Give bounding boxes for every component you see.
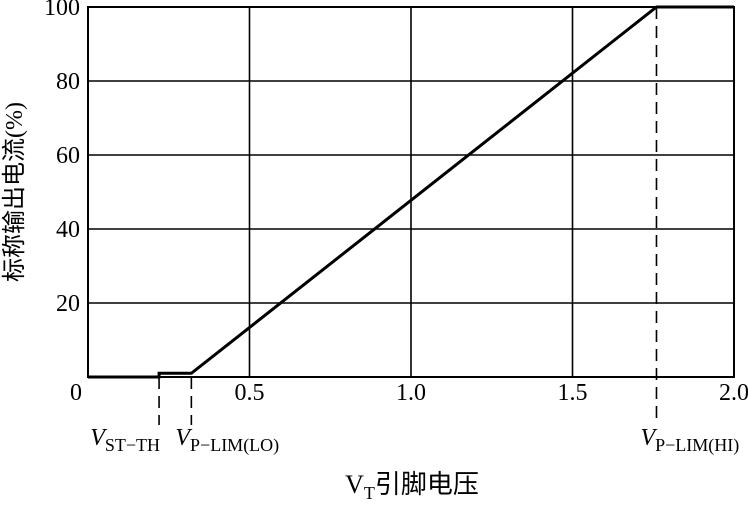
- y-tick-label: 20: [56, 291, 80, 317]
- annotation-label: VP−LIM(LO): [175, 425, 279, 456]
- annotation-label: VST−TH: [90, 425, 160, 455]
- y-tick-label: 60: [56, 143, 80, 169]
- x-tick-label: 1.0: [396, 380, 426, 406]
- origin-label: 0: [70, 380, 82, 406]
- x-tick-label: 1.5: [558, 380, 588, 406]
- annotation-label-sub: P−LIM(HI): [655, 435, 739, 456]
- series: [88, 5, 734, 379]
- annotations: VST−TH VP−LIM(LO) VP−LIM(HI): [90, 7, 739, 456]
- x-tick-label: 2.0: [719, 380, 748, 406]
- annotation-label: VP−LIM(HI): [640, 425, 739, 456]
- x-tick-label: 0.5: [235, 380, 265, 406]
- y-axis-label: 标称输出电流(%): [1, 102, 28, 282]
- x-axis-label-main: V: [345, 470, 364, 499]
- y-tick-label: 80: [56, 69, 80, 95]
- y-tick-label: 40: [56, 217, 80, 243]
- annotation-label-main: V: [640, 425, 657, 451]
- x-axis-label: VT引脚电压: [345, 470, 479, 503]
- x-axis-label-rest: 引脚电压: [375, 470, 479, 499]
- annotation-label-sub: P−LIM(LO): [190, 435, 279, 456]
- x-axis-label-sub: T: [364, 483, 375, 503]
- y-tick-label: 100: [44, 0, 80, 21]
- annotation-label-main: V: [90, 425, 107, 451]
- series-line: [88, 5, 734, 379]
- grid: [87, 6, 735, 378]
- annotation-label-main: V: [175, 425, 192, 451]
- tick-labels: 0.5 1.0 1.5 2.0 20 40 60 80 100: [44, 0, 748, 406]
- annotation-label-sub: ST−TH: [105, 435, 160, 455]
